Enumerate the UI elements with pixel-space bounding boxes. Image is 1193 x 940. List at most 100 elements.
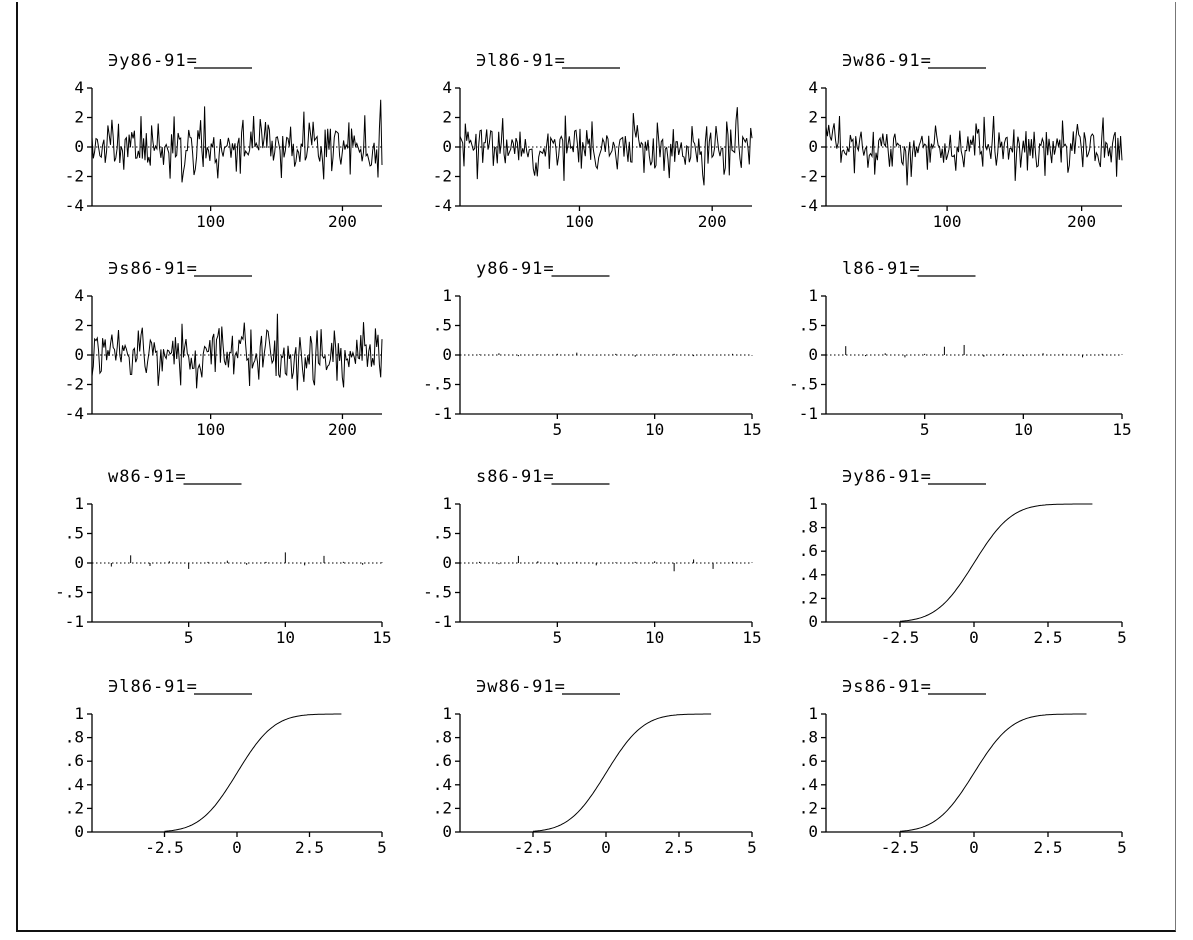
y-tick-label: -1 <box>433 404 452 423</box>
y-tick-label: -1 <box>65 612 84 631</box>
x-tick-label: 200 <box>328 420 357 439</box>
x-tick-label: 2.5 <box>1034 838 1063 857</box>
x-tick-label: 0 <box>969 628 979 647</box>
x-tick-label: 0 <box>601 838 611 857</box>
y-tick-label: 0 <box>808 822 818 841</box>
panel-p7: w86-91= 1 .5 0 -.5 -1 5 10 15 <box>55 467 392 647</box>
y-tick-label: 1 <box>74 494 84 513</box>
y-tick-label: 4 <box>74 78 84 97</box>
y-tick-label: .5 <box>433 316 452 335</box>
x-tick-label: -2.5 <box>145 838 184 857</box>
panel-title: ∋s86-91= <box>842 677 932 697</box>
panel-title: s86-91= <box>476 467 555 487</box>
y-tick-label: .8 <box>799 728 818 747</box>
y-tick-label: .6 <box>433 751 452 770</box>
panel-title: w86-91= <box>108 467 187 487</box>
series-line <box>899 713 1087 832</box>
y-tick-label: -.5 <box>789 375 818 394</box>
y-tick-label: 4 <box>74 286 84 305</box>
x-tick-label: 10 <box>645 628 664 647</box>
x-tick-label: 0 <box>969 838 979 857</box>
y-tick-label: -1 <box>799 404 818 423</box>
y-tick-label: .8 <box>65 728 84 747</box>
x-tick-label: 100 <box>933 212 962 231</box>
y-tick-label: .8 <box>799 518 818 537</box>
x-tick-label: 2.5 <box>1034 628 1063 647</box>
series-line <box>164 713 342 832</box>
y-tick-label: .2 <box>65 798 84 817</box>
figure-frame <box>16 2 1176 932</box>
x-tick-label: 15 <box>742 420 761 439</box>
y-tick-label: .4 <box>433 775 452 794</box>
y-tick-label: .4 <box>65 775 84 794</box>
y-tick-label: .5 <box>433 524 452 543</box>
series-line <box>532 713 712 832</box>
panel-p1: ∋y86-91= 4 2 0 -2 -4 100 200 <box>65 51 383 231</box>
x-tick-label: 5 <box>920 420 930 439</box>
panel-title: ∋l86-91= <box>108 677 198 697</box>
panel-p3: ∋w86-91= 4 2 0 -2 -4 100 200 <box>799 51 1123 231</box>
y-tick-label: -4 <box>433 196 452 215</box>
series-line <box>91 313 383 391</box>
y-tick-label: 0 <box>808 137 818 156</box>
y-tick-label: 0 <box>808 612 818 631</box>
y-tick-label: .6 <box>799 751 818 770</box>
x-tick-label: -2.5 <box>881 628 920 647</box>
x-tick-label: 10 <box>1014 420 1033 439</box>
x-tick-label: 2.5 <box>665 838 694 857</box>
y-tick-label: 1 <box>808 704 818 723</box>
y-tick-label: 2 <box>74 108 84 127</box>
panel-p4: ∋s86-91= 4 2 0 -2 -4 100 200 <box>65 259 383 439</box>
x-tick-label: 200 <box>698 212 727 231</box>
y-tick-label: .5 <box>799 316 818 335</box>
y-tick-label: 1 <box>442 494 452 513</box>
y-tick-label: .4 <box>799 565 818 584</box>
y-tick-label: 0 <box>442 137 452 156</box>
y-tick-label: .6 <box>799 541 818 560</box>
x-tick-label: 100 <box>565 212 594 231</box>
panel-p6: l86-91= 1 .5 0 -.5 -1 5 10 15 <box>789 259 1132 439</box>
y-tick-label: 1 <box>442 286 452 305</box>
x-tick-label: 100 <box>196 212 225 231</box>
panel-p12: ∋s86-91= 1 .8 .6 .4 .2 0 -2.5 0 2.5 5 <box>799 677 1127 857</box>
panel-title: ∋y86-91= <box>108 51 198 71</box>
x-tick-label: -2.5 <box>881 838 920 857</box>
y-tick-label: 0 <box>442 822 452 841</box>
panel-p5: y86-91= 1 .5 0 -.5 -1 5 10 15 <box>423 259 762 439</box>
y-tick-label: 2 <box>808 108 818 127</box>
y-tick-label: -.5 <box>423 583 452 602</box>
y-tick-label: .8 <box>433 728 452 747</box>
panel-p8: s86-91= 1 .5 0 -.5 -1 5 10 15 <box>423 467 762 647</box>
series-line <box>91 99 383 183</box>
y-tick-label: .5 <box>65 524 84 543</box>
y-tick-label: -2 <box>65 375 84 394</box>
panel-title: ∋y86-91= <box>842 467 932 487</box>
panel-p9: ∋y86-91= 1 .8 .6 .4 .2 0 -2.5 0 2.5 5 <box>799 467 1127 647</box>
y-tick-label: -.5 <box>55 583 84 602</box>
y-tick-label: -2 <box>433 167 452 186</box>
x-tick-label: -2.5 <box>514 838 553 857</box>
panel-title: ∋s86-91= <box>108 259 198 279</box>
y-tick-label: -4 <box>65 196 84 215</box>
x-tick-label: 5 <box>1117 838 1127 857</box>
x-tick-label: 5 <box>553 628 563 647</box>
x-tick-label: 15 <box>372 628 391 647</box>
y-tick-label: -4 <box>65 404 84 423</box>
panel-p11: ∋w86-91= 1 .8 .6 .4 .2 0 -2.5 0 2.5 5 <box>433 677 757 857</box>
y-tick-label: 0 <box>808 345 818 364</box>
x-tick-label: 15 <box>1112 420 1131 439</box>
y-tick-label: 4 <box>808 78 818 97</box>
y-tick-label: 4 <box>442 78 452 97</box>
y-tick-label: .4 <box>799 775 818 794</box>
x-tick-label: 2.5 <box>295 838 324 857</box>
panel-title: ∋w86-91= <box>476 677 566 697</box>
panel-title: l86-91= <box>842 259 921 279</box>
x-tick-label: 5 <box>747 838 757 857</box>
y-tick-label: 0 <box>74 553 84 572</box>
y-tick-label: .2 <box>433 798 452 817</box>
panel-title: y86-91= <box>476 259 555 279</box>
series-line <box>459 107 753 186</box>
y-tick-label: -2 <box>799 167 818 186</box>
panel-p10: ∋l86-91= 1 .8 .6 .4 .2 0 -2.5 0 2.5 5 <box>65 677 387 857</box>
